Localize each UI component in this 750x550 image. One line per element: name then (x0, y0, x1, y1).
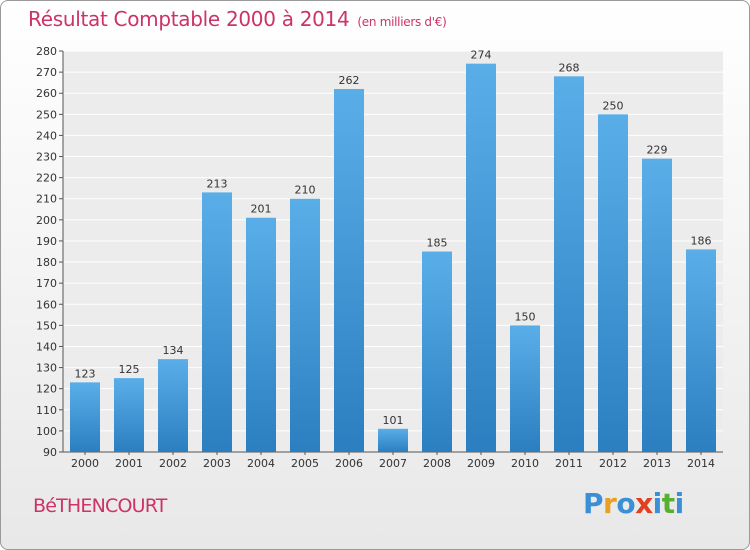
y-tick-label: 150 (36, 319, 57, 332)
x-tick-label: 2002 (159, 457, 187, 470)
logo-letter: i (652, 487, 663, 520)
y-tick-label: 270 (36, 66, 57, 79)
bar (598, 114, 628, 452)
data-label: 125 (119, 363, 140, 376)
data-label: 201 (251, 203, 272, 216)
town-name: BéTHENCOURT (33, 495, 167, 517)
bar (158, 359, 188, 452)
x-tick-label: 2013 (643, 457, 671, 470)
y-tick-label: 250 (36, 108, 57, 121)
x-tick-label: 2010 (511, 457, 539, 470)
x-tick-label: 2014 (687, 457, 715, 470)
x-tick-label: 2000 (71, 457, 99, 470)
y-tick-label: 230 (36, 151, 57, 164)
bar (246, 217, 276, 452)
y-tick-label: 260 (36, 87, 57, 100)
proxiti-logo: Proxiti (583, 487, 684, 520)
data-label: 213 (207, 177, 228, 190)
data-label: 274 (471, 49, 492, 62)
logo-letter: t (661, 487, 675, 520)
bar (510, 325, 540, 452)
bar (422, 251, 452, 452)
y-tick-label: 210 (36, 193, 57, 206)
data-label: 268 (559, 61, 580, 74)
bar (202, 192, 232, 452)
logo-letter: o (616, 487, 636, 520)
bar (466, 63, 496, 453)
data-label: 186 (691, 234, 712, 247)
logo-letter: r (603, 487, 617, 520)
x-tick-label: 2012 (599, 457, 627, 470)
y-tick-label: 90 (43, 446, 57, 459)
y-tick-label: 100 (36, 425, 57, 438)
bar (334, 88, 364, 452)
y-tick-label: 190 (36, 235, 57, 248)
x-tick-label: 2007 (379, 457, 407, 470)
data-label: 185 (427, 237, 448, 250)
data-label: 210 (295, 184, 316, 197)
bar (378, 428, 408, 452)
bar (70, 382, 100, 452)
bar (114, 378, 144, 452)
x-tick-label: 2006 (335, 457, 363, 470)
y-tick-label: 140 (36, 340, 57, 353)
x-tick-label: 2001 (115, 457, 143, 470)
data-label: 262 (339, 74, 360, 87)
data-label: 123 (75, 367, 96, 380)
x-tick-label: 2008 (423, 457, 451, 470)
y-tick-label: 280 (36, 45, 57, 58)
x-tick-label: 2011 (555, 457, 583, 470)
data-label: 101 (383, 414, 404, 427)
y-tick-label: 120 (36, 383, 57, 396)
bar (686, 249, 716, 452)
y-tick-label: 170 (36, 277, 57, 290)
logo-letter: P (583, 487, 604, 520)
y-tick-label: 200 (36, 214, 57, 227)
chart-title: Résultat Comptable 2000 à 2014 (en millie… (28, 7, 447, 31)
data-label: 134 (163, 344, 184, 357)
y-tick-label: 240 (36, 129, 57, 142)
chart-title-text: Résultat Comptable 2000 à 2014 (28, 7, 350, 31)
data-label: 150 (515, 310, 536, 323)
x-tick-label: 2003 (203, 457, 231, 470)
y-tick-label: 110 (36, 404, 57, 417)
y-tick-label: 160 (36, 298, 57, 311)
y-tick-label: 180 (36, 256, 57, 269)
logo-letter: i (674, 487, 685, 520)
bar (554, 76, 584, 452)
y-tick-label: 130 (36, 362, 57, 375)
data-label: 229 (647, 144, 668, 157)
x-tick-label: 2009 (467, 457, 495, 470)
x-tick-label: 2004 (247, 457, 275, 470)
bar (642, 158, 672, 452)
bar (290, 198, 320, 452)
x-tick-label: 2005 (291, 457, 319, 470)
data-label: 250 (603, 99, 624, 112)
y-tick-label: 220 (36, 172, 57, 185)
logo-letter: x (635, 487, 653, 520)
chart-subtitle: (en milliers d'€) (357, 15, 447, 29)
